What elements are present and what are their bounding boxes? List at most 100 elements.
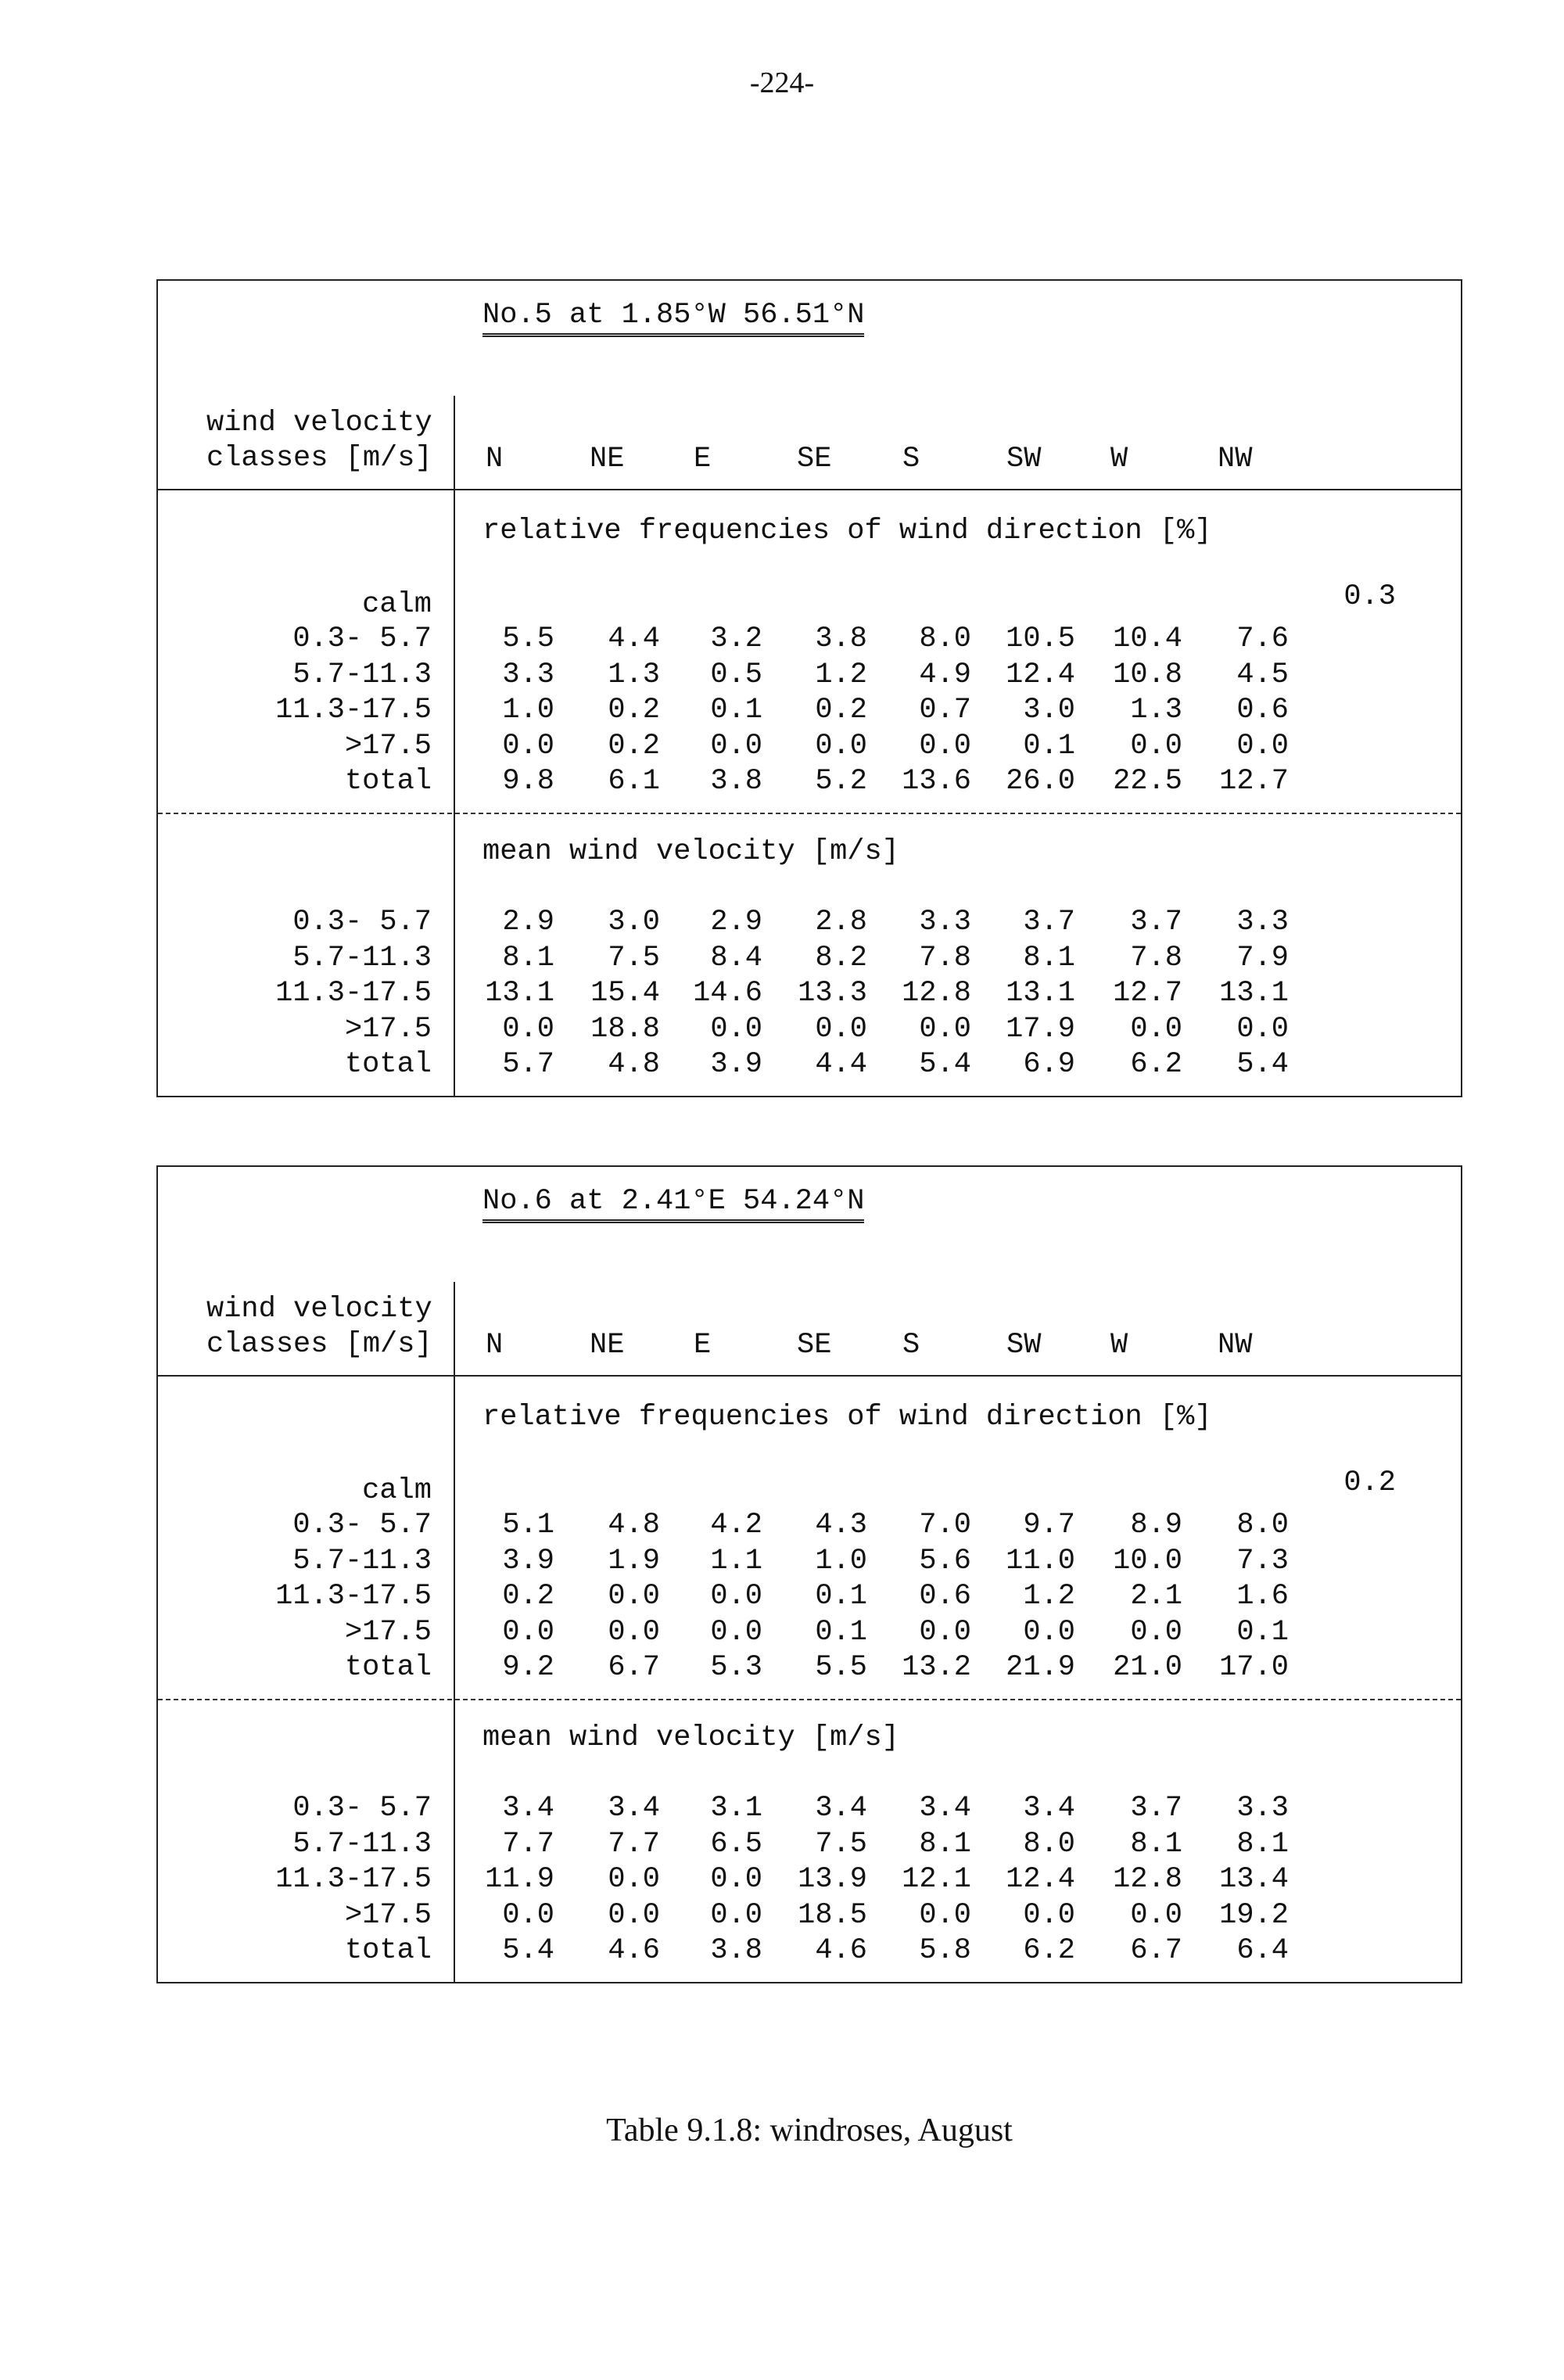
direction-header-N: N — [486, 443, 504, 476]
row-label: >17.5 — [344, 729, 432, 763]
mean-velocity-cell: 5.8 — [919, 1934, 971, 1967]
mean-velocity-cell: 14.6 — [693, 977, 762, 1010]
frequency-cell: 0.0 — [710, 1615, 762, 1649]
mean-velocity-cell: 8.1 — [502, 941, 554, 975]
frequency-cell: 4.9 — [919, 658, 971, 691]
mean-velocity-cell: 13.4 — [1219, 1863, 1289, 1896]
frequency-cell: 0.1 — [710, 694, 762, 727]
mean-velocity-cell: 12.8 — [1113, 1863, 1182, 1896]
row-label: 0.3- 5.7 — [292, 1792, 432, 1825]
stub-header-line2: classes [m/s] — [206, 442, 432, 475]
frequency-cell: 0.0 — [1236, 729, 1289, 763]
stub-header-line1: wind velocity — [206, 1293, 432, 1326]
mean-velocity-cell: 13.1 — [1006, 977, 1075, 1010]
frequency-cell: 4.4 — [608, 623, 660, 655]
mean-velocity-cell: 5.7 — [502, 1048, 554, 1081]
row-label: total — [344, 1048, 432, 1081]
mean-velocity-cell: 2.9 — [710, 906, 762, 939]
mean-section-label: mean wind velocity [m/s] — [482, 1721, 899, 1754]
mean-velocity-cell: 0.0 — [1236, 1012, 1289, 1046]
row-label: 0.3- 5.7 — [292, 1509, 432, 1542]
mean-velocity-cell: 0.0 — [502, 1898, 554, 1932]
frequency-cell: 0.0 — [919, 729, 971, 763]
row-label: 5.7-11.3 — [292, 658, 432, 691]
mean-velocity-cell: 3.7 — [1130, 906, 1182, 939]
mean-velocity-cell: 3.4 — [608, 1792, 660, 1825]
direction-header-E: E — [694, 443, 712, 476]
mean-velocity-cell: 5.4 — [1236, 1048, 1289, 1081]
mean-velocity-cell: 8.4 — [710, 941, 762, 975]
frequency-section-label: relative frequencies of wind direction [… — [482, 1401, 1212, 1434]
frequency-section-label: relative frequencies of wind direction [… — [482, 515, 1212, 547]
frequency-cell: 3.2 — [710, 623, 762, 655]
mean-velocity-cell: 11.9 — [485, 1863, 554, 1896]
mean-velocity-cell: 7.5 — [608, 941, 660, 975]
mean-velocity-cell: 0.0 — [608, 1863, 660, 1896]
mean-velocity-cell: 3.3 — [919, 906, 971, 939]
frequency-cell: 0.2 — [502, 1580, 554, 1613]
frequency-cell: 4.8 — [608, 1509, 660, 1542]
frequency-cell: 0.1 — [1023, 729, 1075, 763]
frequency-cell: 8.0 — [919, 623, 971, 655]
mean-velocity-cell: 4.8 — [608, 1048, 660, 1081]
direction-header-W: W — [1110, 1329, 1128, 1362]
mean-velocity-cell: 3.7 — [1023, 906, 1075, 939]
row-label-calm: calm — [362, 1474, 432, 1507]
mean-velocity-cell: 5.4 — [919, 1048, 971, 1081]
mean-velocity-cell: 19.2 — [1219, 1898, 1289, 1932]
direction-header-S: S — [902, 1329, 920, 1362]
frequency-cell: 0.0 — [608, 1615, 660, 1649]
frequency-cell: 3.8 — [710, 765, 762, 798]
frequency-cell: 3.3 — [502, 658, 554, 691]
direction-header-SE: SE — [797, 443, 832, 476]
mean-velocity-cell: 13.3 — [798, 977, 867, 1010]
table-title: No.5 at 1.85°W 56.51°N — [482, 301, 865, 337]
frequency-cell: 5.5 — [815, 1651, 867, 1684]
mean-velocity-cell: 0.0 — [710, 1012, 762, 1046]
frequency-cell: 1.6 — [1236, 1580, 1289, 1613]
row-label: total — [344, 1651, 432, 1684]
page-number: -224- — [749, 66, 815, 99]
frequency-cell: 21.9 — [1006, 1651, 1075, 1684]
row-label: 0.3- 5.7 — [292, 906, 432, 939]
stub-header-line2: classes [m/s] — [206, 1328, 432, 1361]
frequency-cell: 0.0 — [919, 1615, 971, 1649]
frequency-cell: 13.6 — [902, 765, 971, 798]
wind-table: No.6 at 2.41°E 54.24°N wind velocity class… — [156, 1165, 1462, 1983]
mean-velocity-cell: 3.4 — [919, 1792, 971, 1825]
frequency-cell: 0.0 — [710, 1580, 762, 1613]
direction-header-SW: SW — [1006, 443, 1042, 476]
frequency-cell: 6.7 — [608, 1651, 660, 1684]
mean-velocity-cell: 4.4 — [815, 1048, 867, 1081]
mean-velocity-cell: 4.6 — [815, 1934, 867, 1967]
mean-velocity-cell: 13.1 — [1219, 977, 1289, 1010]
frequency-cell: 9.7 — [1023, 1509, 1075, 1542]
header-rule — [158, 1375, 1461, 1377]
mean-velocity-cell: 6.4 — [1236, 1934, 1289, 1967]
row-label: 5.7-11.3 — [292, 1544, 432, 1578]
row-label: total — [344, 1934, 432, 1967]
frequency-cell: 0.0 — [502, 729, 554, 763]
frequency-cell: 1.2 — [1023, 1580, 1075, 1613]
direction-header-NW: NW — [1218, 1329, 1253, 1362]
frequency-cell: 1.3 — [1130, 694, 1182, 727]
frequency-cell: 12.7 — [1219, 765, 1289, 798]
frequency-cell: 0.2 — [608, 694, 660, 727]
mean-velocity-cell: 15.4 — [590, 977, 660, 1010]
section-divider — [158, 813, 1461, 814]
mean-velocity-cell: 0.0 — [502, 1012, 554, 1046]
frequency-cell: 0.1 — [815, 1580, 867, 1613]
frequency-cell: 10.5 — [1006, 623, 1075, 655]
mean-velocity-cell: 0.0 — [1023, 1898, 1075, 1932]
mean-velocity-cell: 5.4 — [502, 1934, 554, 1967]
table-caption: Table 9.1.8: windroses, August — [606, 2113, 1013, 2148]
mean-velocity-cell: 12.8 — [902, 977, 971, 1010]
frequency-cell: 5.3 — [710, 1651, 762, 1684]
mean-velocity-cell: 12.7 — [1113, 977, 1182, 1010]
frequency-cell: 7.6 — [1236, 623, 1289, 655]
stub-header-line1: wind velocity — [206, 407, 432, 440]
row-label: 11.3-17.5 — [275, 1580, 432, 1613]
frequency-cell: 0.2 — [815, 694, 867, 727]
calm-value: 0.2 — [1343, 1466, 1396, 1499]
frequency-cell: 0.6 — [1236, 694, 1289, 727]
